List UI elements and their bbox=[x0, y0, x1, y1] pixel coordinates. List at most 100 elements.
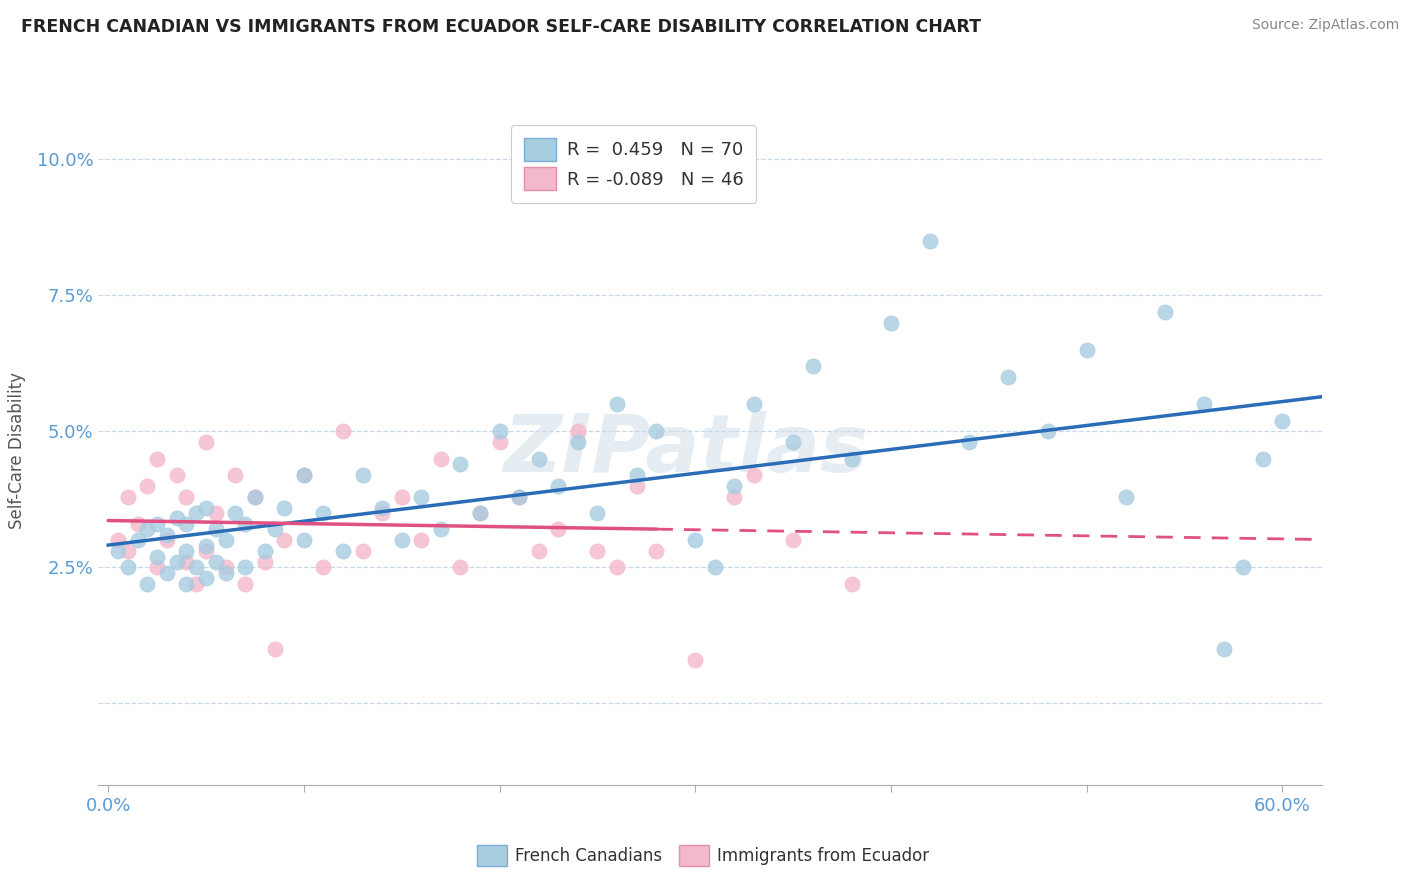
Point bbox=[233, 560, 256, 574]
Point bbox=[782, 533, 804, 548]
Point bbox=[1115, 490, 1137, 504]
Point bbox=[195, 571, 218, 585]
Point bbox=[195, 544, 218, 558]
Point bbox=[352, 467, 374, 482]
Point bbox=[224, 506, 246, 520]
Point bbox=[205, 555, 228, 569]
Point bbox=[371, 500, 394, 515]
Point bbox=[685, 653, 707, 667]
Point bbox=[146, 549, 169, 564]
Point bbox=[166, 467, 188, 482]
Point bbox=[411, 533, 433, 548]
Point bbox=[156, 533, 179, 548]
Point bbox=[841, 576, 863, 591]
Point bbox=[233, 576, 256, 591]
Legend: French Canadians, Immigrants from Ecuador: French Canadians, Immigrants from Ecuado… bbox=[468, 837, 938, 875]
Point bbox=[195, 435, 218, 450]
Point bbox=[450, 457, 472, 471]
Point bbox=[136, 576, 159, 591]
Point bbox=[1251, 451, 1274, 466]
Point bbox=[195, 539, 218, 553]
Point bbox=[488, 425, 510, 439]
Point bbox=[586, 544, 609, 558]
Point bbox=[430, 522, 453, 536]
Point bbox=[117, 544, 139, 558]
Point bbox=[920, 234, 942, 248]
Point bbox=[176, 576, 198, 591]
Point bbox=[292, 467, 315, 482]
Point bbox=[186, 576, 208, 591]
Point bbox=[1192, 397, 1215, 411]
Point bbox=[156, 566, 179, 580]
Point bbox=[176, 516, 198, 531]
Point bbox=[166, 555, 188, 569]
Point bbox=[606, 397, 628, 411]
Point bbox=[127, 516, 149, 531]
Point bbox=[997, 370, 1019, 384]
Point bbox=[273, 500, 295, 515]
Point bbox=[645, 425, 668, 439]
Point bbox=[411, 490, 433, 504]
Point bbox=[243, 490, 266, 504]
Point bbox=[567, 425, 589, 439]
Point bbox=[391, 490, 413, 504]
Point bbox=[703, 560, 725, 574]
Point bbox=[214, 533, 236, 548]
Point bbox=[527, 544, 550, 558]
Point bbox=[1232, 560, 1254, 574]
Point bbox=[243, 490, 266, 504]
Point bbox=[450, 560, 472, 574]
Legend: R =  0.459   N = 70, R = -0.089   N = 46: R = 0.459 N = 70, R = -0.089 N = 46 bbox=[512, 125, 756, 203]
Point bbox=[586, 506, 609, 520]
Point bbox=[292, 467, 315, 482]
Point bbox=[224, 467, 246, 482]
Point bbox=[626, 467, 648, 482]
Point bbox=[263, 642, 285, 657]
Point bbox=[205, 522, 228, 536]
Point bbox=[723, 479, 745, 493]
Point bbox=[253, 544, 276, 558]
Point bbox=[1036, 425, 1059, 439]
Point bbox=[186, 560, 208, 574]
Point bbox=[645, 544, 668, 558]
Point bbox=[957, 435, 980, 450]
Point bbox=[1076, 343, 1098, 357]
Point bbox=[176, 555, 198, 569]
Point bbox=[430, 451, 453, 466]
Point bbox=[263, 522, 285, 536]
Point bbox=[253, 555, 276, 569]
Point bbox=[567, 435, 589, 450]
Point bbox=[117, 490, 139, 504]
Text: FRENCH CANADIAN VS IMMIGRANTS FROM ECUADOR SELF-CARE DISABILITY CORRELATION CHAR: FRENCH CANADIAN VS IMMIGRANTS FROM ECUAD… bbox=[21, 18, 981, 36]
Point bbox=[468, 506, 491, 520]
Point bbox=[107, 544, 129, 558]
Point bbox=[841, 451, 863, 466]
Point bbox=[352, 544, 374, 558]
Point bbox=[371, 506, 394, 520]
Point bbox=[801, 359, 824, 373]
Point bbox=[723, 490, 745, 504]
Point bbox=[782, 435, 804, 450]
Point bbox=[146, 516, 169, 531]
Point bbox=[146, 451, 169, 466]
Point bbox=[488, 435, 510, 450]
Point bbox=[1212, 642, 1234, 657]
Point bbox=[742, 467, 765, 482]
Point bbox=[1271, 413, 1294, 427]
Point bbox=[176, 490, 198, 504]
Point bbox=[292, 533, 315, 548]
Point bbox=[273, 533, 295, 548]
Point bbox=[685, 533, 707, 548]
Point bbox=[880, 316, 903, 330]
Point bbox=[205, 506, 228, 520]
Y-axis label: Self-Care Disability: Self-Care Disability bbox=[7, 372, 25, 529]
Point bbox=[391, 533, 413, 548]
Point bbox=[1154, 305, 1177, 319]
Point bbox=[508, 490, 530, 504]
Point bbox=[214, 566, 236, 580]
Point bbox=[547, 522, 569, 536]
Point bbox=[107, 533, 129, 548]
Text: Source: ZipAtlas.com: Source: ZipAtlas.com bbox=[1251, 18, 1399, 32]
Text: ZIPatlas: ZIPatlas bbox=[503, 411, 868, 490]
Point bbox=[166, 511, 188, 525]
